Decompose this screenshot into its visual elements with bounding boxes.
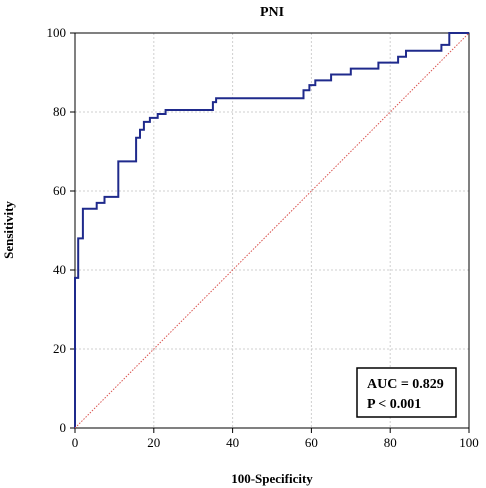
auc-annotation-box: AUC = 0.829 P < 0.001	[356, 367, 457, 418]
x-tick-label: 40	[226, 435, 239, 450]
annotation-auc: AUC = 0.829	[367, 377, 444, 392]
y-tick-label: 100	[47, 25, 67, 40]
axis-ticks: 0 20 40 60 80 100 0 20 40 60 80 100	[47, 25, 479, 450]
x-tick-label: 80	[384, 435, 397, 450]
y-tick-label: 0	[60, 420, 67, 435]
series-layer	[74, 32, 470, 429]
roc-curve-line	[74, 32, 469, 428]
x-tick-label: 20	[147, 435, 160, 450]
annotation-frame	[356, 367, 457, 418]
x-tick-label: 60	[305, 435, 318, 450]
annotation-p-value: P < 0.001	[367, 397, 421, 412]
y-axis-label: Sensitivity	[1, 201, 16, 259]
x-tick-label: 0	[72, 435, 79, 450]
y-tick-label: 40	[53, 262, 66, 277]
y-tick-label: 80	[53, 104, 66, 119]
y-tick-label: 60	[53, 183, 66, 198]
x-tick-label: 100	[459, 435, 479, 450]
x-axis-label: 100-Specificity	[231, 471, 313, 486]
y-tick-label: 20	[53, 341, 66, 356]
plot-frame	[74, 32, 470, 429]
chart-title: PNI	[260, 5, 284, 20]
